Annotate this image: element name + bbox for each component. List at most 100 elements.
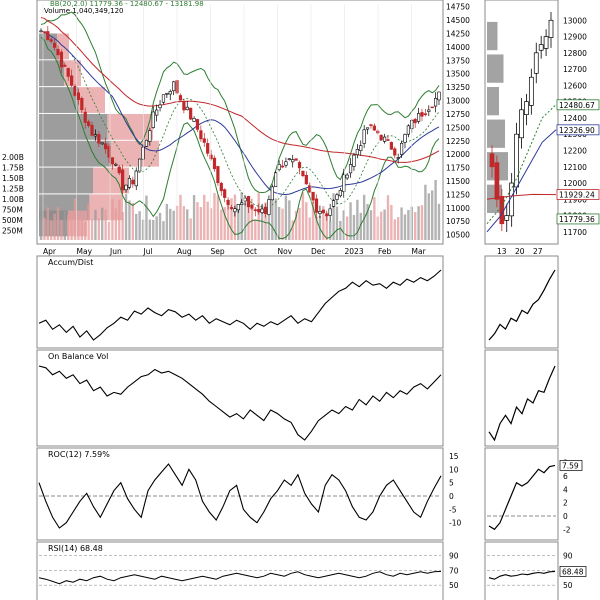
- volume-bar: [199, 207, 203, 240]
- roc-panel: [36, 447, 444, 541]
- volume-bar: [63, 211, 67, 240]
- volume-bar: [396, 217, 400, 240]
- vbp-bar: [39, 113, 108, 140]
- price-y-tick: 10750: [446, 217, 470, 226]
- price-y-tick: 13500: [446, 70, 470, 79]
- price-y-tick: 13250: [446, 83, 470, 92]
- volume-bar: [322, 206, 325, 240]
- value-tag-box: [556, 99, 600, 111]
- roc-y-tick: 0: [449, 492, 454, 501]
- candle-body: [104, 143, 108, 150]
- rsi-y-tick: 70: [449, 566, 459, 575]
- candle-body: [318, 211, 322, 214]
- zoom-y-tick: 12200: [563, 146, 587, 155]
- volume-bar: [114, 208, 118, 240]
- candle-body: [192, 117, 196, 122]
- volume-bar: [335, 206, 339, 240]
- zoom-x-tick: 13: [497, 247, 507, 256]
- volume-bar: [67, 215, 70, 240]
- candle-body: [229, 207, 234, 209]
- volume-bar: [87, 203, 90, 240]
- zoom-y-tick: 12000: [563, 179, 587, 188]
- candle-body: [257, 209, 261, 213]
- candle-body: [427, 109, 431, 112]
- volume-bar: [203, 194, 206, 240]
- candle-body: [433, 98, 438, 107]
- volume-bar: [196, 202, 199, 240]
- candle-body: [328, 208, 332, 216]
- roc-value-tag: 7.59: [562, 461, 579, 470]
- roc-y-tick: -10: [449, 519, 461, 528]
- candle-body: [263, 206, 268, 214]
- volume-bar: [257, 192, 260, 240]
- candle-body: [348, 164, 353, 174]
- roc-zoom-y-tick: 6: [563, 472, 568, 481]
- candle-body: [386, 139, 390, 141]
- volume-bar: [400, 207, 403, 240]
- volume-bar: [288, 200, 291, 240]
- candle-body: [253, 209, 257, 211]
- price-y-tick: 12000: [446, 150, 470, 159]
- roc-zoom-y-tick: 4: [563, 485, 568, 494]
- volume-bar: [223, 207, 226, 240]
- candle-body: [270, 186, 274, 201]
- roc-zoom-y-tick: -2: [563, 525, 571, 534]
- candle-body: [437, 91, 441, 101]
- volume-bar: [226, 200, 230, 240]
- volume-bar: [169, 208, 172, 240]
- bb-legend: BB(20,2.0) 11779.36 - 12480.67 - 13181.9…: [50, 0, 204, 8]
- volume-bar: [403, 214, 407, 240]
- candle-body: [63, 64, 67, 67]
- volume-y-tick: 1.50B: [2, 174, 24, 183]
- candle-body: [124, 184, 128, 191]
- candle-body: [399, 142, 404, 155]
- roc-zoom-y-tick: 2: [563, 499, 568, 508]
- candle-body: [161, 94, 166, 103]
- roc-y-tick: -5: [449, 505, 457, 514]
- candle-body: [172, 81, 176, 92]
- price-y-tick: 14750: [446, 3, 470, 12]
- candle-body: [389, 142, 393, 150]
- volume-bar: [301, 192, 305, 240]
- ma-slow-line: [40, 17, 440, 163]
- candle-body: [90, 124, 94, 136]
- candle-body: [236, 203, 240, 211]
- zoom-ma-slow: [486, 193, 557, 200]
- candle-body: [56, 48, 60, 56]
- candle-body: [182, 101, 186, 111]
- candle-body: [291, 159, 295, 163]
- candle-body: [127, 178, 132, 188]
- volume-bar: [345, 216, 349, 240]
- volume-bar: [342, 210, 345, 240]
- volume-bar: [158, 212, 162, 240]
- volume-bar: [56, 207, 60, 240]
- volume-bar: [240, 192, 243, 240]
- volume-bar: [84, 221, 87, 240]
- candle-body: [178, 95, 183, 101]
- candle-body: [155, 109, 159, 116]
- volume-bar: [277, 206, 281, 240]
- price-y-tick: 11500: [446, 177, 470, 186]
- candle-body: [202, 138, 206, 143]
- candle-body: [219, 182, 223, 192]
- volume-bar: [325, 212, 328, 240]
- volume-bar: [39, 196, 43, 240]
- volume-bar: [281, 208, 284, 240]
- vbp-bar: [111, 140, 159, 167]
- candle-body: [42, 31, 47, 34]
- candle-body: [297, 162, 302, 169]
- obv-line: [38, 365, 442, 441]
- volume-bar: [77, 217, 80, 240]
- volume-bar: [80, 217, 84, 240]
- candle-body: [403, 134, 407, 143]
- zoom-y-tick: 13000: [563, 16, 587, 25]
- roc-line: [38, 463, 442, 529]
- volume-bar: [189, 218, 192, 240]
- roc-y-tick: 10: [449, 465, 459, 474]
- candle-body: [121, 169, 125, 191]
- volume-bar: [407, 209, 410, 240]
- price-x-tick: Nov: [278, 247, 293, 256]
- volume-bar: [155, 216, 158, 240]
- candle-body: [189, 107, 193, 120]
